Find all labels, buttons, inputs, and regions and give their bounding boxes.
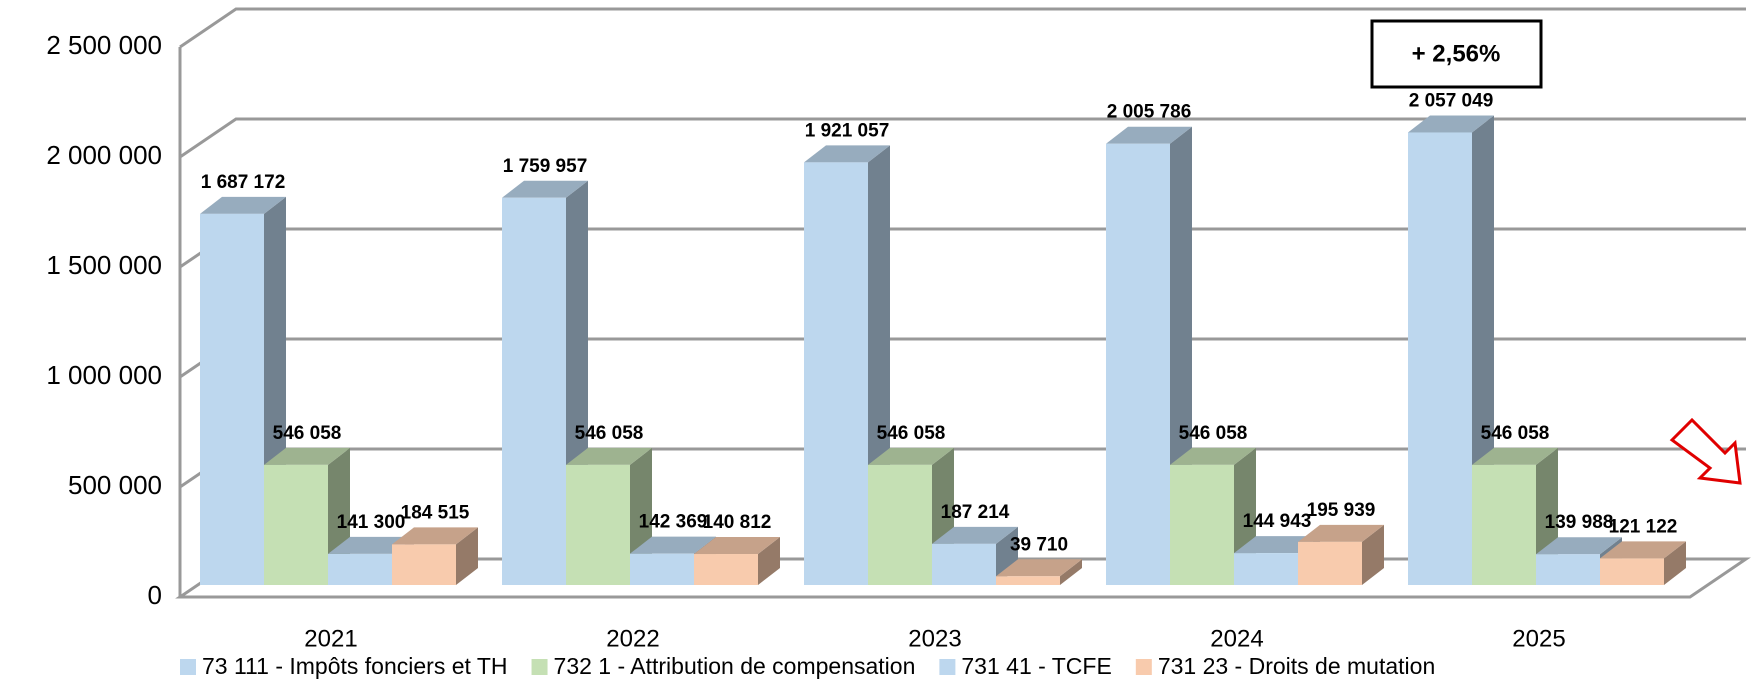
trend-arrow <box>1669 417 1742 485</box>
value-label: 121 122 <box>1609 516 1678 537</box>
bar <box>1106 143 1170 585</box>
bar-top <box>1106 126 1192 144</box>
x-tick-label: 2023 <box>908 625 961 652</box>
grid-line <box>179 7 1746 49</box>
bar <box>1472 464 1536 585</box>
bar <box>1600 558 1664 585</box>
annotation-box <box>1370 19 1543 89</box>
bars <box>200 115 1686 586</box>
bar-top <box>1472 447 1558 465</box>
bar-side <box>1362 524 1384 585</box>
value-label: 1 759 957 <box>503 156 588 177</box>
bar-top <box>392 527 478 545</box>
value-label: 546 058 <box>273 423 342 444</box>
bar-side <box>758 537 780 585</box>
x-tick-label: 2022 <box>606 625 659 652</box>
value-label: 187 214 <box>941 502 1010 523</box>
legend-label: 731 41 - TCFE <box>961 653 1111 679</box>
legend-label: 73 111 - Impôts fonciers et TH <box>202 653 508 679</box>
bar-top <box>1600 541 1686 559</box>
bar-top <box>264 447 350 465</box>
bar <box>1170 464 1234 585</box>
bar-top <box>694 537 780 555</box>
y-tick-label: 2 500 000 <box>46 30 162 60</box>
bar-top <box>1170 447 1256 465</box>
value-label: 2 005 786 <box>1107 102 1192 123</box>
bar <box>630 553 694 585</box>
value-label: 39 710 <box>1010 534 1068 555</box>
bar <box>328 553 392 585</box>
bar <box>804 162 868 585</box>
legend-swatch <box>1135 659 1152 675</box>
bar <box>264 464 328 585</box>
bar-top <box>804 145 890 163</box>
value-label: 144 943 <box>1243 511 1312 532</box>
legend-label: 732 1 - Attribution de compensation <box>554 653 916 679</box>
bar-top <box>502 180 588 198</box>
x-tick-label: 2024 <box>1210 625 1263 652</box>
bar <box>1298 541 1362 585</box>
value-label: 1 687 172 <box>201 172 286 193</box>
value-label: 184 515 <box>401 502 470 523</box>
grid-line <box>179 117 1746 159</box>
value-label: 139 988 <box>1545 512 1614 533</box>
grid-line <box>179 227 1746 269</box>
value-label: 142 369 <box>639 512 708 533</box>
bar <box>868 464 932 585</box>
legend-swatch <box>180 659 196 675</box>
annotation: + 2,56% <box>1412 40 1501 67</box>
bar-top <box>996 559 1082 577</box>
y-tick-label: 2 000 000 <box>46 140 162 170</box>
value-label: 141 300 <box>337 512 406 533</box>
legend-swatch <box>531 659 548 675</box>
bar <box>932 543 996 585</box>
y-tick-label: 1 000 000 <box>46 360 162 390</box>
bar-top <box>1536 537 1622 555</box>
bar-side <box>1060 559 1082 585</box>
value-label: 195 939 <box>1307 500 1376 521</box>
bar <box>694 554 758 585</box>
value-label: 546 058 <box>1179 423 1248 444</box>
bar <box>1408 132 1472 585</box>
legend-swatch <box>939 659 956 675</box>
value-label: 546 058 <box>1481 423 1550 444</box>
value-label: 2 057 049 <box>1409 90 1494 111</box>
bar-top <box>932 526 1018 544</box>
x-tick-label: 2025 <box>1512 625 1565 652</box>
grid-line <box>179 337 1746 379</box>
value-label: 1 921 057 <box>805 120 890 141</box>
bar-top <box>868 447 954 465</box>
bar-top <box>566 447 652 465</box>
legend-label: 731 23 - Droits de mutation <box>1158 653 1435 679</box>
value-label: 546 058 <box>877 423 946 444</box>
value-label: 546 058 <box>575 423 644 444</box>
bar-top <box>1408 115 1494 133</box>
bar <box>1536 554 1600 585</box>
y-tick-label: 500 000 <box>68 470 162 500</box>
bar <box>502 197 566 586</box>
bar <box>392 544 456 585</box>
y-tick-label: 0 <box>148 580 162 610</box>
value-label: 140 812 <box>703 512 772 533</box>
y-tick-label: 1 500 000 <box>46 250 162 280</box>
bar-side <box>1664 541 1686 585</box>
bar <box>566 464 630 585</box>
bar <box>996 576 1060 585</box>
bar <box>1234 553 1298 585</box>
bar-top <box>200 196 286 214</box>
bar <box>200 213 264 586</box>
bar-top <box>1298 524 1384 542</box>
x-tick-label: 2021 <box>304 625 357 652</box>
bar-side <box>456 527 478 585</box>
bar-top <box>630 536 716 554</box>
